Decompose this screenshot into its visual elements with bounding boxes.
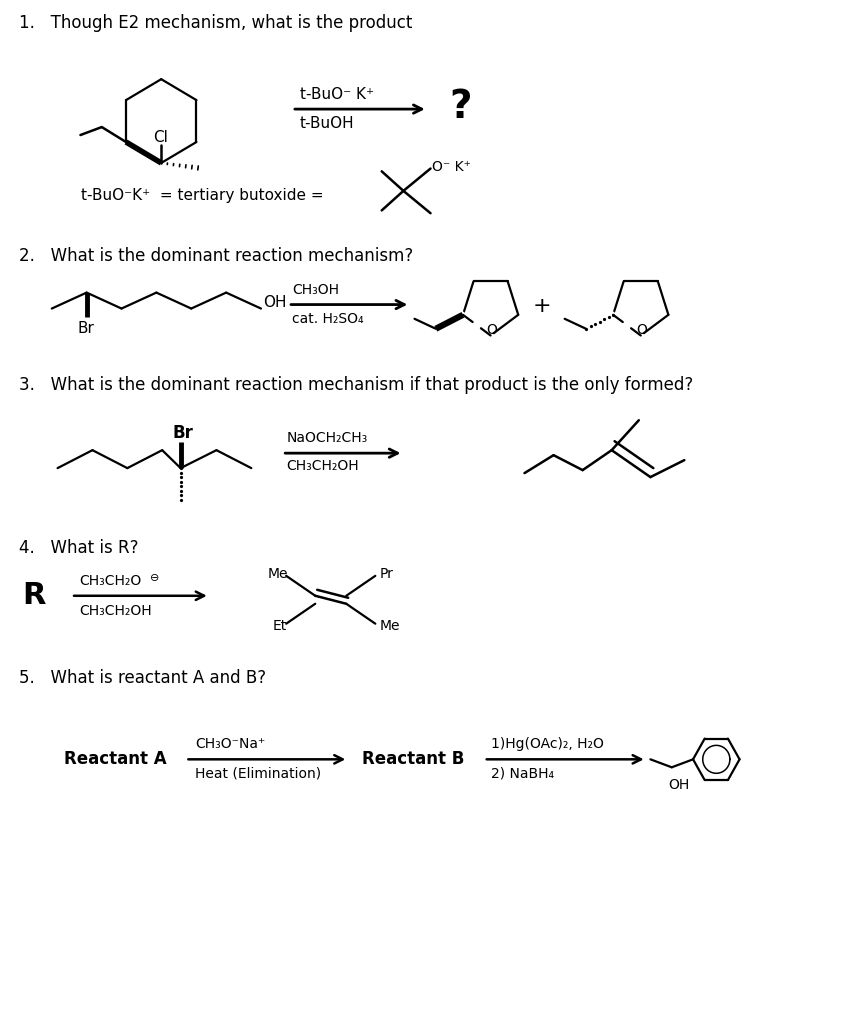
Text: Pr: Pr [379, 567, 393, 581]
Text: Br: Br [78, 321, 95, 336]
Text: 1)Hg(OAc)₂, H₂O: 1)Hg(OAc)₂, H₂O [490, 737, 603, 752]
Text: CH₃CH₂OH: CH₃CH₂OH [286, 459, 359, 473]
Text: t-BuOH: t-BuOH [300, 116, 355, 130]
Text: cat. H₂SO₄: cat. H₂SO₄ [292, 311, 363, 326]
Text: 2.   What is the dominant reaction mechanism?: 2. What is the dominant reaction mechani… [19, 247, 413, 264]
Text: O: O [486, 324, 496, 338]
Text: 4.   What is R?: 4. What is R? [19, 539, 138, 557]
Text: Et: Et [273, 618, 287, 633]
Text: Reactant B: Reactant B [362, 751, 464, 768]
Text: t-BuO⁻K⁺  = tertiary butoxide =: t-BuO⁻K⁺ = tertiary butoxide = [81, 188, 323, 204]
Text: t-BuO⁻ K⁺: t-BuO⁻ K⁺ [300, 87, 374, 101]
Text: ?: ? [449, 88, 471, 126]
Text: R: R [22, 582, 46, 610]
Text: Me: Me [267, 567, 288, 581]
Text: Me: Me [379, 618, 399, 633]
Text: CH₃CH₂OH: CH₃CH₂OH [79, 604, 152, 617]
Text: 1.   Though E2 mechanism, what is the product: 1. Though E2 mechanism, what is the prod… [19, 14, 412, 33]
Text: O: O [636, 324, 647, 338]
Text: 3.   What is the dominant reaction mechanism if that product is the only formed?: 3. What is the dominant reaction mechani… [19, 377, 693, 394]
Text: 2) NaBH₄: 2) NaBH₄ [490, 766, 554, 780]
Text: CH₃O⁻Na⁺: CH₃O⁻Na⁺ [195, 737, 266, 752]
Text: CH₃CH₂O: CH₃CH₂O [79, 573, 141, 588]
Text: NaOCH₂CH₃: NaOCH₂CH₃ [286, 431, 368, 445]
Text: Heat (Elimination): Heat (Elimination) [195, 766, 321, 780]
Text: Br: Br [173, 424, 194, 442]
Text: 5.   What is reactant A and B?: 5. What is reactant A and B? [19, 669, 266, 686]
Text: Cl: Cl [153, 129, 168, 144]
Text: O⁻ K⁺: O⁻ K⁺ [433, 160, 471, 173]
Text: OH: OH [668, 778, 689, 793]
Text: OH: OH [263, 295, 286, 310]
Text: Reactant A: Reactant A [64, 751, 167, 768]
Text: $\ominus$: $\ominus$ [148, 572, 159, 584]
Text: +: + [532, 296, 551, 315]
Text: CH₃OH: CH₃OH [292, 283, 339, 297]
